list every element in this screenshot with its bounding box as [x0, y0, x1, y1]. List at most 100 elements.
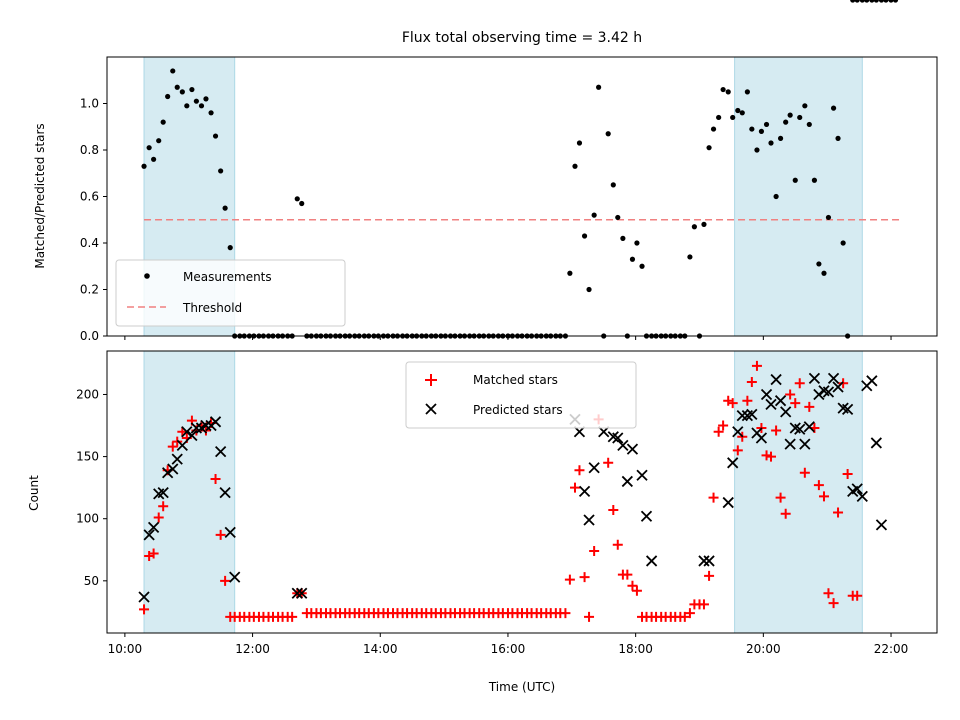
legend-matched-label: Matched stars	[473, 373, 558, 387]
measurement-point	[222, 205, 228, 211]
predicted-point	[190, 422, 203, 434]
predicted-point	[755, 432, 768, 444]
measurement-point	[883, 0, 889, 3]
matched-point	[608, 505, 619, 516]
measurement-point	[710, 126, 717, 132]
measurement-point	[730, 114, 736, 121]
bottom-shaded-intervals	[143, 350, 863, 634]
matched-point	[775, 492, 786, 503]
predicted-point	[722, 496, 734, 509]
matched-point	[732, 445, 743, 456]
matched-point	[569, 482, 580, 493]
measurement-point	[864, 0, 870, 3]
x-tick-label: 10:00	[108, 642, 143, 656]
matched-point	[771, 425, 782, 436]
measurement-point	[888, 0, 894, 3]
predicted-point	[640, 510, 653, 522]
predicted-point	[176, 439, 188, 452]
measurement-point	[802, 103, 808, 109]
measurement-point	[208, 110, 214, 116]
predicted-point	[291, 587, 303, 599]
matched-point	[742, 395, 753, 406]
matched-point	[153, 512, 164, 523]
measurement-point	[792, 177, 798, 183]
predicted-point	[784, 438, 796, 450]
bottom-panel: 50 100 150 200 10:00 12:00 14:00 16:00 18:00 20:…	[27, 350, 938, 694]
matched-point	[746, 377, 757, 388]
measurement-point	[754, 147, 760, 153]
measurement-point	[634, 240, 640, 246]
predicted-point	[841, 403, 854, 416]
measurement-point	[141, 163, 147, 169]
matched-point	[679, 611, 690, 622]
predicted-point	[774, 395, 787, 407]
bottom-x-ticks: 10:00 12:00 14:00 16:00 18:00 20:00 22:00	[108, 633, 908, 656]
measurement-point	[701, 221, 707, 227]
measurement-point	[170, 68, 176, 74]
predicted-point	[870, 437, 882, 449]
predicted-point	[698, 555, 710, 567]
predicted-point	[736, 409, 748, 422]
matched-point	[698, 599, 709, 610]
predicted-point	[770, 373, 782, 386]
predicted-point	[799, 438, 811, 450]
bottom-y-axis-label: Count	[27, 475, 41, 511]
predicted-point	[794, 423, 806, 435]
measurement-point	[706, 145, 712, 151]
measurement-point	[797, 114, 803, 121]
legend-predicted-marker	[425, 403, 437, 415]
bottom-y-tick-label: 150	[76, 450, 99, 464]
predicted-point	[215, 445, 227, 458]
measurement-point	[850, 0, 856, 3]
bottom-legend: Matched stars Predicted stars	[405, 361, 637, 429]
measurement-point	[212, 133, 219, 139]
top-y-axis-label: Matched/Predicted stars	[33, 123, 47, 268]
top-y-tick-label: 0.0	[80, 329, 99, 343]
matched-point	[713, 426, 724, 437]
predicted-point	[703, 555, 715, 567]
predicted-point	[621, 475, 633, 488]
measurement-point	[811, 177, 818, 183]
bottom-shade-1	[734, 350, 863, 634]
bottom-y-ticks: 50 100 150 200	[76, 387, 107, 588]
chart-title: Flux total observing time = 3.42 h	[402, 30, 642, 46]
predicted-point	[167, 463, 179, 475]
measurement-point	[156, 138, 162, 144]
x-axis-label: Time (UTC)	[488, 680, 555, 694]
measurement-point	[821, 270, 827, 276]
predicted-point	[727, 457, 739, 469]
x-tick-label: 20:00	[746, 642, 781, 656]
measurement-point	[620, 235, 626, 241]
matched-point	[684, 608, 695, 619]
measurement-point	[763, 121, 770, 128]
bottom-axes-frame	[106, 350, 938, 634]
matched-point	[751, 360, 762, 371]
predicted-star-points	[138, 372, 888, 603]
predicted-point	[827, 372, 840, 384]
matched-point	[838, 378, 849, 389]
predicted-point	[171, 453, 183, 465]
predicted-point	[856, 490, 868, 502]
measurement-point	[615, 214, 621, 221]
matched-point	[220, 575, 231, 586]
predicted-point	[851, 483, 863, 495]
measurement-point	[629, 256, 636, 262]
matched-point	[574, 465, 585, 476]
matched-point	[148, 548, 159, 559]
matched-point	[804, 401, 815, 412]
measurement-point	[739, 110, 745, 116]
predicted-point	[645, 555, 658, 567]
matched-point	[627, 580, 638, 591]
predicted-point	[813, 388, 825, 401]
measurement-point	[146, 145, 152, 151]
predicted-point	[617, 439, 629, 452]
predicted-point	[138, 591, 150, 603]
measurement-point	[725, 89, 731, 95]
matched-point	[727, 398, 738, 409]
predicted-point	[143, 529, 155, 541]
measurement-point	[859, 0, 865, 3]
matched-point	[579, 572, 590, 583]
matched-point	[761, 450, 772, 461]
matched-point	[622, 569, 633, 580]
